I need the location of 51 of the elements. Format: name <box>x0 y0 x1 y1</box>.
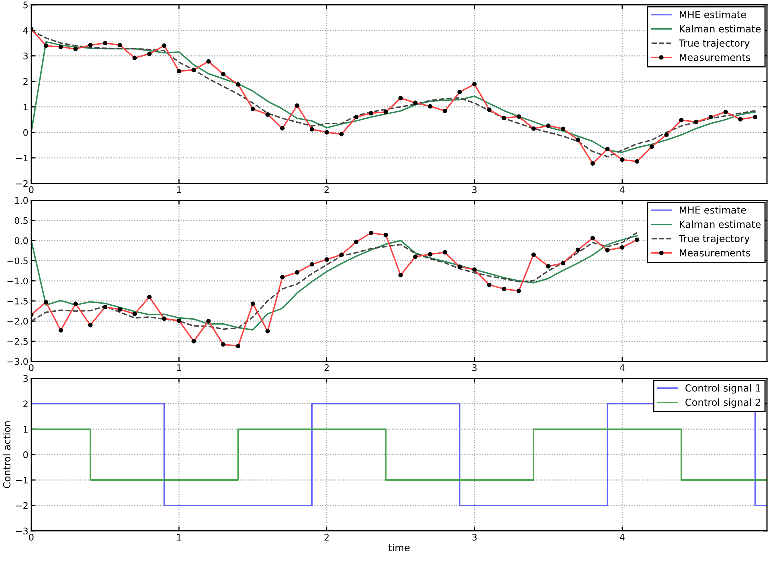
y-tick-label: 2 <box>24 78 28 86</box>
y-tick-label: −2.0 <box>8 318 28 325</box>
x-tick-label: 4 <box>620 186 625 194</box>
x-tick-label: 4 <box>620 364 625 372</box>
legend-label: Control signal 1 <box>686 384 760 394</box>
y-tick-label: −2.5 <box>8 338 28 346</box>
y-tick-label: −3 <box>16 528 28 535</box>
y-tick-label: −1 <box>16 154 28 162</box>
x-tick-label: 2 <box>324 534 329 541</box>
legend-label: True trajectory <box>679 234 750 244</box>
x-tick-label: 3 <box>472 186 477 194</box>
legend-label: Measurements <box>680 250 750 257</box>
y-tick-label: 1 <box>24 104 28 111</box>
y-tick-label: −2 <box>16 502 28 510</box>
y-tick-label: 1 <box>24 426 28 433</box>
y-tick-label: −2 <box>16 180 28 188</box>
y-tick-label: −1.0 <box>8 278 28 285</box>
y-tick-label: 3 <box>24 52 28 60</box>
x-tick-label: 1 <box>177 534 182 541</box>
y-axis-title: Control action <box>3 422 11 488</box>
x-tick-label: 4 <box>620 534 625 541</box>
legend-label: Kalman estimate <box>680 220 761 228</box>
x-axis-title: time <box>388 544 410 552</box>
x-tick-label: 1 <box>177 364 182 372</box>
y-tick-label: 0 <box>24 452 28 458</box>
x-tick-label: 2 <box>324 186 329 194</box>
y-tick-label: −3.0 <box>8 358 28 366</box>
x-tick-label: 2 <box>324 364 329 372</box>
legend-label: MHE estimate <box>680 10 746 18</box>
y-tick-label: 0.5 <box>14 217 28 224</box>
y-tick-label: 0 <box>24 129 28 136</box>
y-tick-label: 3 <box>24 375 28 382</box>
y-tick-label: −1.5 <box>8 298 28 305</box>
y-tick-label: 4 <box>23 27 28 34</box>
y-tick-label: 1.0 <box>15 197 28 204</box>
y-tick-label: −0.5 <box>8 258 28 265</box>
legend-label: MHE estimate <box>680 206 746 214</box>
x-tick-label: 3 <box>472 534 477 541</box>
x-tick-label: 0 <box>29 364 34 372</box>
legend-label: Kalman estimate <box>680 25 761 33</box>
y-tick-label: 5 <box>24 2 28 9</box>
legend-label: Control signal 2 <box>686 398 760 408</box>
x-tick-label: 3 <box>472 364 477 372</box>
legend-label: Measurements <box>680 54 750 62</box>
y-tick-label: −1 <box>16 477 28 484</box>
x-tick-label: 0 <box>29 186 34 194</box>
x-tick-label: 1 <box>177 186 182 194</box>
legend-label: True trajectory <box>679 39 750 49</box>
x-tick-label: 0 <box>29 534 34 541</box>
y-tick-label: 2 <box>24 400 28 408</box>
y-tick-label: 0.0 <box>14 238 28 244</box>
